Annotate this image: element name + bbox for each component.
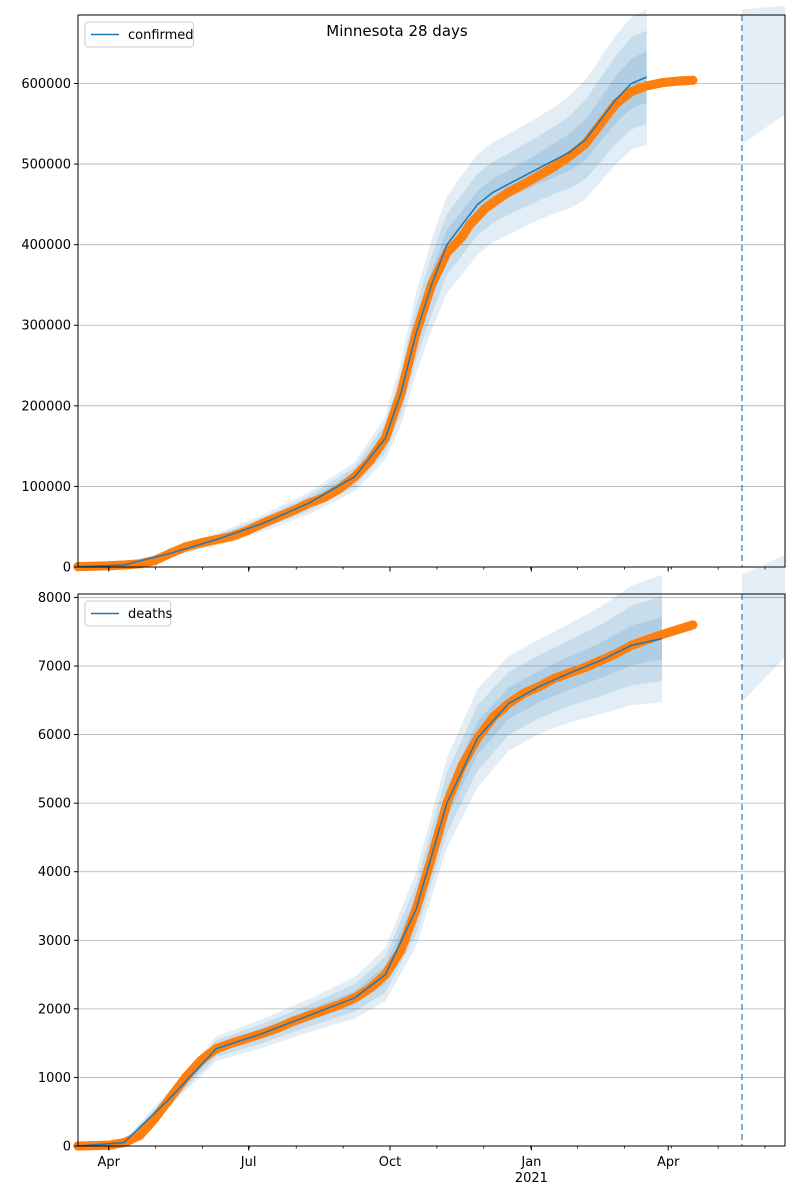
- confirmed-gridlines: [78, 83, 785, 568]
- confirmed-legend-box: [84, 21, 194, 48]
- deaths-y-tick-label: 7000: [38, 660, 71, 675]
- confirmed-uncertainty-band: [78, 9, 647, 567]
- deaths-y-tick-label: 1000: [38, 1071, 71, 1086]
- confirmed-y-tick-label: 400000: [21, 238, 71, 253]
- confirmed-y-tick-label: 0: [63, 561, 71, 576]
- confirmed-y-ticks: 0 100000 200000 300000 400000 500000 600000: [21, 77, 78, 576]
- deaths-uncertainty-band: [78, 596, 662, 1146]
- deaths-x-tick-label: Oct: [379, 1155, 401, 1170]
- deaths-x-tick-label: Apr: [657, 1155, 680, 1170]
- deaths-legend-label: deaths: [128, 607, 173, 622]
- deaths-panel: 0 1000 2000 3000 4000 5000 6000 7000 8000 Apr Jul…: [38, 554, 786, 1170]
- deaths-uncertainty-band: [78, 574, 662, 1146]
- confirmed-y-tick-label: 500000: [21, 158, 71, 173]
- deaths-model-series: [77, 637, 663, 1147]
- confirmed-uncertainty-band: [78, 30, 647, 567]
- confirmed-y-tick-label: 100000: [21, 480, 71, 495]
- deaths-observed-point: [688, 620, 698, 630]
- deaths-x-tick-label: Apr: [97, 1155, 120, 1170]
- confirmed-uncertainty-band: [78, 51, 647, 567]
- confirmed-axes-frame: [77, 14, 786, 568]
- x-axis-year-label: 2021: [515, 1171, 548, 1186]
- deaths-y-tick-label: 3000: [38, 934, 71, 949]
- deaths-y-tick-label: 2000: [38, 1002, 71, 1017]
- deaths-x-ticks: Apr Jul Oct Jan Apr: [97, 1146, 766, 1170]
- confirmed-observed-point: [438, 256, 448, 266]
- deaths-uncertainty-bands: [78, 554, 785, 1146]
- deaths-model-line: [77, 637, 663, 1147]
- deaths-x-tick-label: Jan: [520, 1155, 541, 1170]
- confirmed-y-tick-label: 300000: [21, 319, 71, 334]
- deaths-y-tick-label: 4000: [38, 865, 71, 880]
- confirmed-legend: confirmed: [84, 21, 194, 48]
- confirmed-y-tick-label: 200000: [21, 399, 71, 414]
- deaths-y-tick-label: 6000: [38, 728, 71, 743]
- deaths-x-tick-label: Jul: [240, 1155, 257, 1170]
- confirmed-model-line: [77, 76, 647, 568]
- chart-title: Minnesota 28 days: [326, 22, 468, 40]
- confirmed-x-ticks: [108, 567, 766, 572]
- deaths-y-tick-label: 0: [63, 1140, 71, 1155]
- confirmed-model-series: [77, 76, 647, 568]
- deaths-observed-point: [457, 760, 467, 771]
- deaths-y-tick-label: 5000: [38, 797, 71, 812]
- deaths-forecast-band: [741, 554, 785, 703]
- confirmed-forecast-band: [741, 5, 785, 145]
- deaths-legend-box: [84, 600, 172, 627]
- confirmed-panel: 0 100000 200000 300000 400000 500000 600000 co…: [21, 5, 786, 576]
- deaths-legend: deaths: [84, 600, 173, 627]
- deaths-y-ticks: 0 1000 2000 3000 4000 5000 6000 7000 8000: [38, 591, 78, 1155]
- confirmed-legend-label: confirmed: [128, 28, 194, 43]
- confirmed-y-tick-label: 600000: [21, 77, 71, 92]
- confirmed-observed-point: [688, 75, 698, 85]
- deaths-y-tick-label: 8000: [38, 591, 71, 606]
- confirmed-uncertainty-bands: [78, 5, 785, 567]
- deaths-uncertainty-band: [78, 617, 662, 1146]
- deaths-axes-frame: [77, 593, 786, 1147]
